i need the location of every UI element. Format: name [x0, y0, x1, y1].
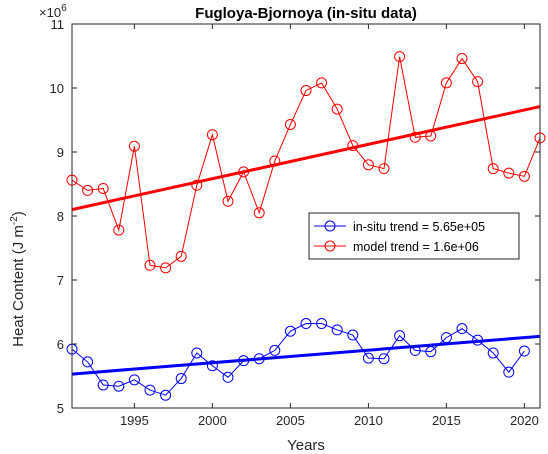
x-tick-label: 1995 [120, 413, 149, 428]
data-point-model [269, 155, 281, 167]
legend: in-situ trend = 5.65e+05 model trend = 1.… [308, 212, 520, 260]
trend-lines [71, 105, 541, 376]
data-point-model [175, 250, 187, 262]
data-point-model [206, 129, 218, 141]
data-point-model [456, 53, 468, 65]
data-point-model [238, 166, 250, 178]
y-tick-label: 9 [57, 145, 64, 160]
x-tick-label: 2010 [354, 413, 383, 428]
data-point-model [472, 76, 484, 88]
x-axis-label: Years [287, 437, 325, 454]
data-point-in-situ [503, 366, 515, 378]
y-tick-label: 5 [57, 401, 64, 416]
series-line-in-situ [71, 323, 525, 396]
data-point-model [300, 85, 312, 97]
data-point-in-situ [206, 360, 218, 372]
data-point-model [378, 163, 390, 175]
data-point-model [128, 140, 140, 152]
data-point-in-situ [316, 318, 328, 330]
y-tick-label: 6 [57, 337, 64, 352]
data-point-model [518, 170, 530, 182]
data-point-model [425, 130, 437, 142]
x-tick-label: 2020 [510, 413, 539, 428]
data-point-in-situ [113, 380, 125, 392]
data-point-in-situ [378, 353, 390, 365]
y-exponent: ×106 [39, 3, 67, 20]
data-point-model [191, 179, 203, 191]
trend-line-model-trend [71, 105, 541, 212]
x-tick-label: 2000 [198, 413, 227, 428]
data-point-in-situ [472, 334, 484, 346]
y-tick-label: 8 [57, 209, 64, 224]
x-tick-label: 2015 [432, 413, 461, 428]
axes: 1995 2000 2005 2010 2015 2020 5 6 7 8 9 10 11 [50, 17, 541, 428]
data-point-model [409, 131, 421, 143]
legend-label: in-situ trend = 5.65e+05 [353, 220, 485, 234]
legend-box [308, 212, 520, 260]
data-point-model [331, 103, 343, 115]
data-point-in-situ [191, 347, 203, 359]
data-point-in-situ [238, 355, 250, 367]
data-point-in-situ [175, 373, 187, 385]
legend-marker [324, 240, 336, 252]
data-point-model [222, 195, 234, 207]
y-axis-label: Heat Content (J m-2) [9, 211, 27, 347]
data-point-model [347, 140, 359, 152]
data-point-in-situ [425, 346, 437, 358]
data-point-model [113, 224, 125, 236]
y-exponent-power: 6 [61, 3, 67, 14]
data-point-model [253, 207, 265, 219]
data-point-model [316, 77, 328, 89]
data-point-model [97, 182, 109, 194]
data-point-in-situ [128, 374, 140, 386]
y-tick-label: 7 [57, 273, 64, 288]
data-point-in-situ [487, 347, 499, 359]
series-line-model [71, 56, 541, 269]
data-point-in-situ [362, 352, 374, 364]
legend-label: model trend = 1.6e+06 [353, 240, 479, 254]
data-point-in-situ [82, 356, 94, 368]
data-point-in-situ [394, 330, 406, 342]
data-point-in-situ [253, 353, 265, 365]
data-point-in-situ [518, 345, 530, 357]
data-point-in-situ [331, 324, 343, 336]
data-point-model [160, 262, 172, 274]
data-series [66, 51, 546, 401]
y-tick-label: 10 [50, 81, 64, 96]
data-point-in-situ [440, 332, 452, 344]
data-point-model [144, 259, 156, 271]
data-point-in-situ [144, 384, 156, 396]
x-tick-label: 2005 [276, 413, 305, 428]
data-point-model [362, 159, 374, 171]
data-point-model [284, 118, 296, 130]
data-point-in-situ [300, 318, 312, 330]
data-point-model [503, 167, 515, 179]
chart-title: Fugloya-Bjornoya (in-situ data) [195, 5, 417, 22]
data-point-in-situ [409, 344, 421, 356]
y-tick-label: 11 [51, 17, 65, 32]
data-point-model [487, 163, 499, 175]
data-point-in-situ [160, 389, 172, 401]
legend-marker [324, 220, 336, 232]
data-point-in-situ [456, 323, 468, 335]
data-point-model [82, 184, 94, 196]
data-point-in-situ [222, 371, 234, 383]
data-point-model [440, 77, 452, 89]
trend-line-in-situ-trend [71, 334, 541, 376]
data-point-in-situ [284, 325, 296, 337]
data-point-in-situ [97, 379, 109, 391]
data-point-in-situ [347, 329, 359, 341]
data-point-model [394, 51, 406, 63]
data-point-in-situ [269, 344, 281, 356]
